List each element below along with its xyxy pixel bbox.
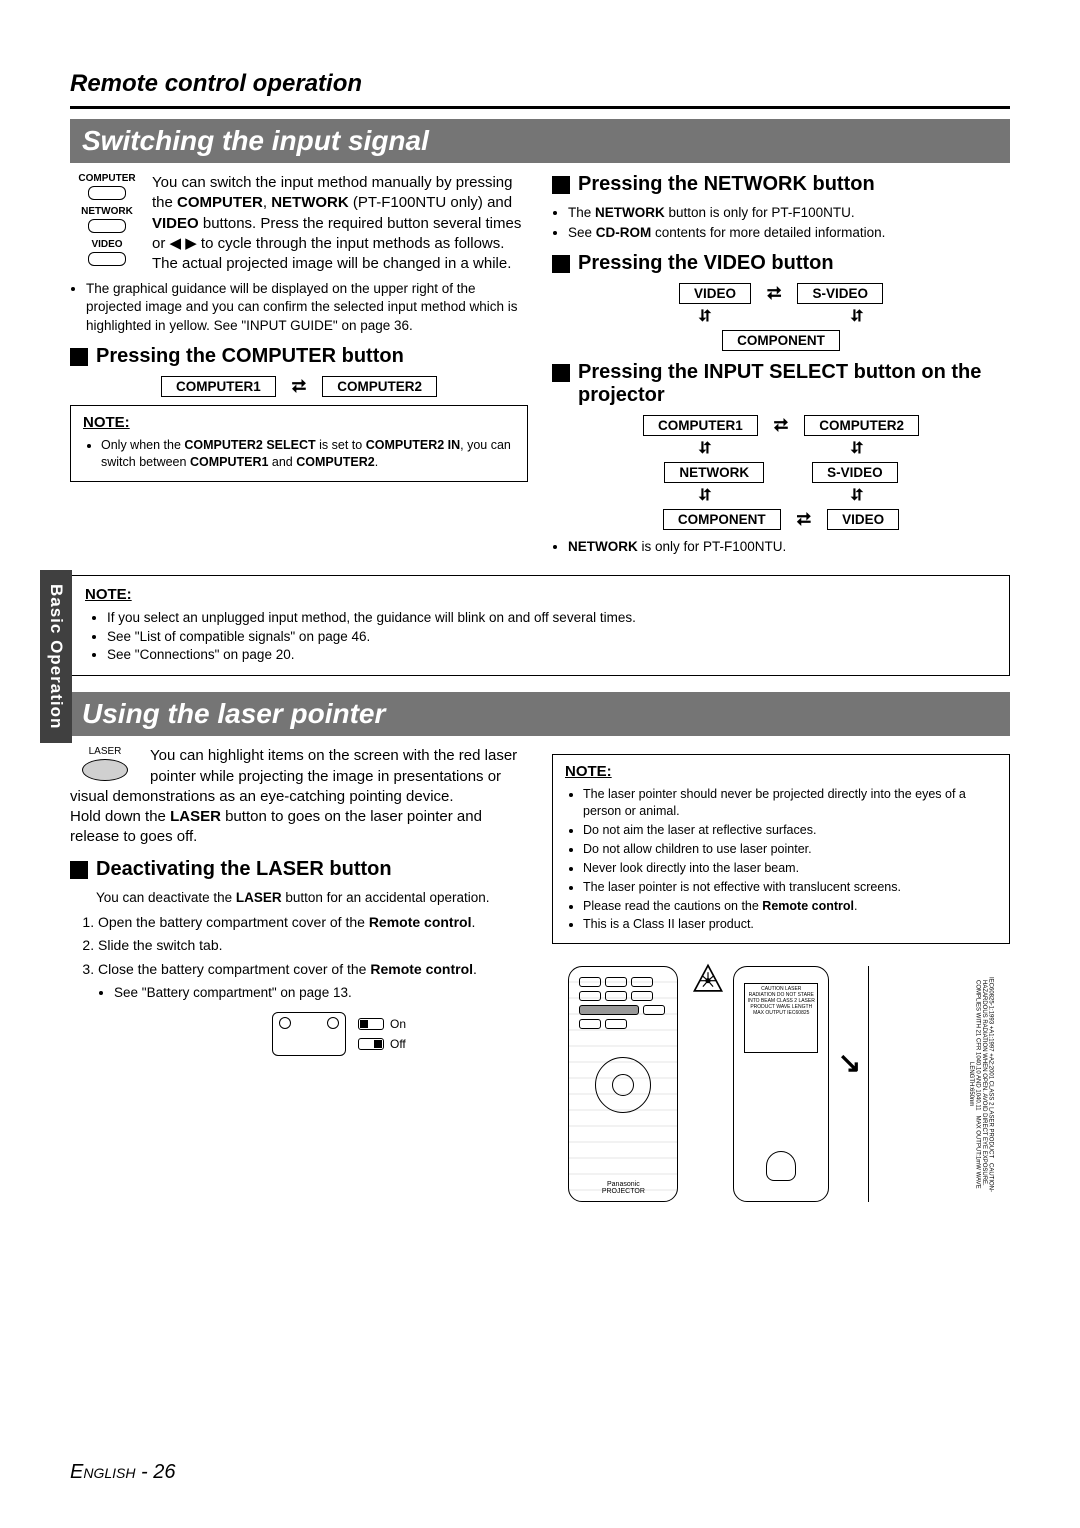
section1-bullet: The graphical guidance will be displayed… [86,280,528,335]
note-title: NOTE: [85,586,995,603]
note-title: NOTE: [565,763,997,780]
laser-button-diagram: LASER [70,746,140,783]
subhead-computer: Pressing the COMPUTER button [70,345,528,368]
arrow-up-down-icon: ⮃ [655,308,755,326]
box-computer2: COMPUTER2 [322,376,437,397]
box-computer1: COMPUTER1 [161,376,276,397]
video-cycle: VIDEO ⮂ S-VIDEO ⮃ ⮃ COMPONENT [552,283,1010,351]
remote-buttons-diagram: COMPUTER NETWORK VIDEO [70,173,144,272]
switch-on: On [390,1017,406,1031]
page-title: Remote control operation [70,70,1010,98]
caution-label-icon: IEC60825-1:1993 +A1:1997 +A2:2001 CLASS … [868,966,998,1202]
deactivate-steps: Open the battery compartment cover of th… [98,913,528,980]
box-component: COMPONENT [722,330,840,351]
box-computer1: COMPUTER1 [643,415,758,436]
switch-off: Off [390,1037,406,1051]
wide-note-item: See "List of compatible signals" on page… [107,628,995,647]
box-component: COMPONENT [663,509,781,530]
label-network: NETWORK [70,206,144,217]
network-bullet-1: The NETWORK button is only for PT-F100NT… [568,204,1010,222]
wide-note: NOTE: If you select an unplugged input m… [70,575,1010,677]
wide-note-item: If you select an unplugged input method,… [107,609,995,628]
subhead-network: Pressing the NETWORK button [552,173,1010,196]
step-sub-bullet: See "Battery compartment" on page 13. [114,984,528,1002]
laser-note-item: The laser pointer is not effective with … [583,879,997,896]
box-video-2: VIDEO [827,509,899,530]
note-computer: NOTE: Only when the COMPUTER2 SELECT is … [70,405,528,482]
side-tab: Basic Operation [40,570,72,743]
switch-diagram: On Off [150,1012,528,1056]
step-3: Close the battery compartment cover of t… [98,960,528,980]
laser-note-item: Do not allow children to use laser point… [583,841,997,858]
subhead-video: Pressing the VIDEO button [552,252,1010,275]
note-computer-text: Only when the COMPUTER2 SELECT is set to… [101,437,515,471]
note-title: NOTE: [83,414,515,431]
laser-note-item: Do not aim the laser at reflective surfa… [583,822,997,839]
arrow-up-down-icon: ⮃ [650,487,760,505]
footer-lang: English [70,1461,135,1483]
subhead-deactivate: Deactivating the LASER button [70,858,528,881]
inputselect-note: NETWORK is only for PT-F100NTU. [568,538,1010,556]
inputselect-cycle: COMPUTER1 ⮂ COMPUTER2 ⮃ ⮃ NETWORK S-VIDE… [552,415,1010,530]
arrow-up-down-icon: ⮃ [802,440,912,458]
section1-banner: Switching the input signal [70,119,1010,163]
deactivate-intro: You can deactivate the LASER button for … [96,889,528,907]
arrow-up-down-icon: ⮃ [650,440,760,458]
remote-illustrations: PanasonicPROJECTOR CAUTION LASER RADIATI… [552,956,1010,1212]
arrow-bidir-icon: ⮂ [282,376,316,397]
laser-note-box: NOTE: The laser pointer should never be … [552,754,1010,944]
step-1: Open the battery compartment cover of th… [98,913,528,933]
section2-banner: Using the laser pointer [70,692,1010,736]
laser-label: LASER [70,746,140,757]
box-svideo: S-VIDEO [797,283,883,304]
arrow-bidir-icon: ⮂ [787,509,821,530]
arrow-pointer-icon: ↘ [838,1046,861,1079]
box-network: NETWORK [664,462,764,483]
laser-note-item: Never look directly into the laser beam. [583,860,997,877]
footer-page: 26 [153,1461,175,1483]
subhead-inputselect: Pressing the INPUT SELECT button on the … [552,361,1010,407]
title-rule [70,106,1010,109]
network-bullet-2: See CD-ROM contents for more detailed in… [568,224,1010,242]
arrow-bidir-icon: ⮂ [757,283,791,304]
computer-cycle: COMPUTER1 ⮂ COMPUTER2 [70,376,528,397]
step-2: Slide the switch tab. [98,936,528,956]
laser-warning-icon [691,962,725,1001]
arrow-bidir-icon: ⮂ [764,415,798,436]
footer: English - 26 [70,1461,176,1484]
label-computer: COMPUTER [70,173,144,184]
label-video: VIDEO [70,239,144,250]
wide-note-item: See "Connections" on page 20. [107,646,995,665]
laser-note-item: Please read the cautions on the Remote c… [583,898,997,915]
box-svideo: S-VIDEO [812,462,898,483]
box-computer2: COMPUTER2 [804,415,919,436]
laser-note-item: This is a Class II laser product. [583,916,997,933]
arrow-up-down-icon: ⮃ [802,487,912,505]
arrow-up-down-icon: ⮃ [807,308,907,326]
box-video: VIDEO [679,283,751,304]
laser-note-item: The laser pointer should never be projec… [583,786,997,820]
remote-front-icon: PanasonicPROJECTOR [568,966,678,1202]
remote-back-icon: CAUTION LASER RADIATION DO NOT STARE INT… [733,966,829,1202]
